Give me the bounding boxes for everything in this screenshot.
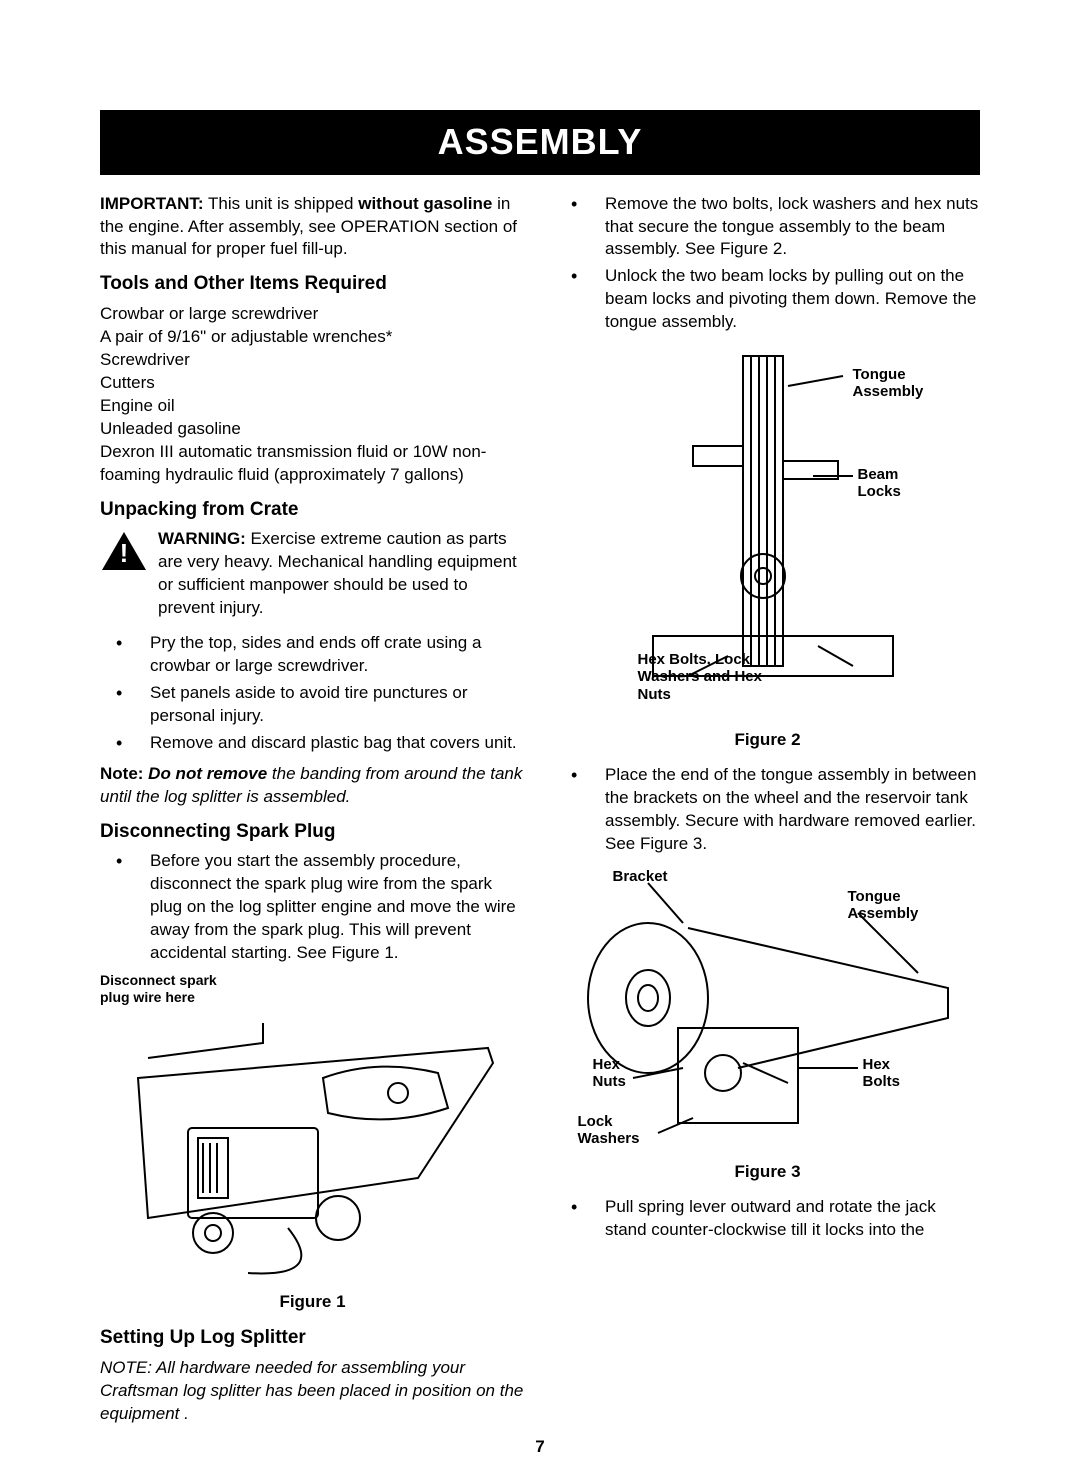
tool-item: Crowbar or large screwdriver bbox=[100, 303, 525, 326]
setup-right-bullets: Remove the two bolts, lock washers and h… bbox=[555, 193, 980, 335]
list-item: Before you start the assembly procedure,… bbox=[100, 850, 525, 965]
spark-bullets: Before you start the assembly procedure,… bbox=[100, 850, 525, 965]
fig3-lock-label: Lock Washers bbox=[578, 1113, 658, 1148]
spark-heading: Disconnecting Spark Plug bbox=[100, 819, 525, 845]
fig1-label-line1: Disconnect spark bbox=[100, 973, 525, 988]
important-text-1: This unit is shipped bbox=[204, 194, 359, 213]
list-item: Remove and discard plastic bag that cove… bbox=[100, 732, 525, 755]
setup-note: NOTE: All hardware needed for assembling… bbox=[100, 1357, 525, 1426]
final-bullets: Pull spring lever outward and rotate the… bbox=[555, 1196, 980, 1242]
svg-text:!: ! bbox=[120, 538, 129, 568]
list-item: Pry the top, sides and ends off crate us… bbox=[100, 632, 525, 678]
figure-1-block: Disconnect spark plug wire here bbox=[100, 973, 525, 1314]
unpacking-note: Note: Do not remove the banding from aro… bbox=[100, 763, 525, 809]
list-item: Pull spring lever outward and rotate the… bbox=[555, 1196, 980, 1242]
figure-2-caption: Figure 2 bbox=[555, 729, 980, 752]
important-label: IMPORTANT: bbox=[100, 194, 204, 213]
important-paragraph: IMPORTANT: This unit is shipped without … bbox=[100, 193, 525, 262]
warning-text-block: WARNING: Exercise extreme caution as par… bbox=[158, 528, 525, 620]
tool-item: Cutters bbox=[100, 372, 525, 395]
note-bold-italic: Do not remove bbox=[143, 764, 267, 783]
tools-heading: Tools and Other Items Required bbox=[100, 271, 525, 297]
warning-label: WARNING: bbox=[158, 529, 246, 548]
fig2-hex-label: Hex Bolts, Lock Washers and Hex Nuts bbox=[638, 651, 778, 703]
figure-1-diagram bbox=[128, 1018, 498, 1278]
tool-item: Engine oil bbox=[100, 395, 525, 418]
figure-3-diagram: Bracket Tongue Assembly Hex Nuts Hex Bol… bbox=[568, 868, 968, 1148]
figure-2: Tongue Assembly Beam Locks Hex Bolts, Lo… bbox=[555, 346, 980, 752]
tool-item: Dexron III automatic transmission fluid … bbox=[100, 441, 525, 487]
tool-item: Unleaded gasoline bbox=[100, 418, 525, 441]
engine-sketch-icon bbox=[128, 1018, 498, 1278]
list-item: Place the end of the tongue assembly in … bbox=[555, 764, 980, 856]
figure-3: Bracket Tongue Assembly Hex Nuts Hex Bol… bbox=[555, 868, 980, 1184]
important-bold: without gasoline bbox=[358, 194, 492, 213]
manual-page: ASSEMBLY IMPORTANT: This unit is shipped… bbox=[0, 0, 1080, 1479]
list-item: Unlock the two beam locks by pulling out… bbox=[555, 265, 980, 334]
fig2-tongue-label: Tongue Assembly bbox=[853, 366, 943, 401]
fig3-hexnuts-label: Hex Nuts bbox=[593, 1056, 643, 1091]
fig2-beam-label: Beam Locks bbox=[858, 466, 943, 501]
list-item: Remove the two bolts, lock washers and h… bbox=[555, 193, 980, 262]
tool-item: A pair of 9/16" or adjustable wrenches* bbox=[100, 326, 525, 349]
warning-triangle-icon: ! bbox=[100, 530, 148, 572]
fig3-tongue-label: Tongue Assembly bbox=[848, 888, 938, 923]
fig3-bracket-label: Bracket bbox=[613, 868, 668, 885]
left-column: IMPORTANT: This unit is shipped without … bbox=[100, 193, 525, 1426]
list-item: Set panels aside to avoid tire punctures… bbox=[100, 682, 525, 728]
figure-1: Figure 1 bbox=[100, 1018, 525, 1314]
note-label: Note: bbox=[100, 764, 143, 783]
warning-block: ! WARNING: Exercise extreme caution as p… bbox=[100, 528, 525, 620]
right-column: Remove the two bolts, lock washers and h… bbox=[555, 193, 980, 1426]
figure-2-diagram: Tongue Assembly Beam Locks Hex Bolts, Lo… bbox=[593, 346, 943, 716]
assembly-header: ASSEMBLY bbox=[100, 110, 980, 175]
tool-item: Screwdriver bbox=[100, 349, 525, 372]
placement-bullets: Place the end of the tongue assembly in … bbox=[555, 764, 980, 856]
figure-3-caption: Figure 3 bbox=[555, 1161, 980, 1184]
tools-list: Crowbar or large screwdriver A pair of 9… bbox=[100, 303, 525, 487]
unpacking-heading: Unpacking from Crate bbox=[100, 497, 525, 523]
unpacking-bullets: Pry the top, sides and ends off crate us… bbox=[100, 632, 525, 755]
figure-1-caption: Figure 1 bbox=[100, 1291, 525, 1314]
fig1-label-line2: plug wire here bbox=[100, 990, 525, 1005]
page-number: 7 bbox=[100, 1436, 980, 1459]
fig3-hexbolts-label: Hex Bolts bbox=[863, 1056, 923, 1091]
two-column-layout: IMPORTANT: This unit is shipped without … bbox=[100, 193, 980, 1426]
setup-heading: Setting Up Log Splitter bbox=[100, 1325, 525, 1351]
